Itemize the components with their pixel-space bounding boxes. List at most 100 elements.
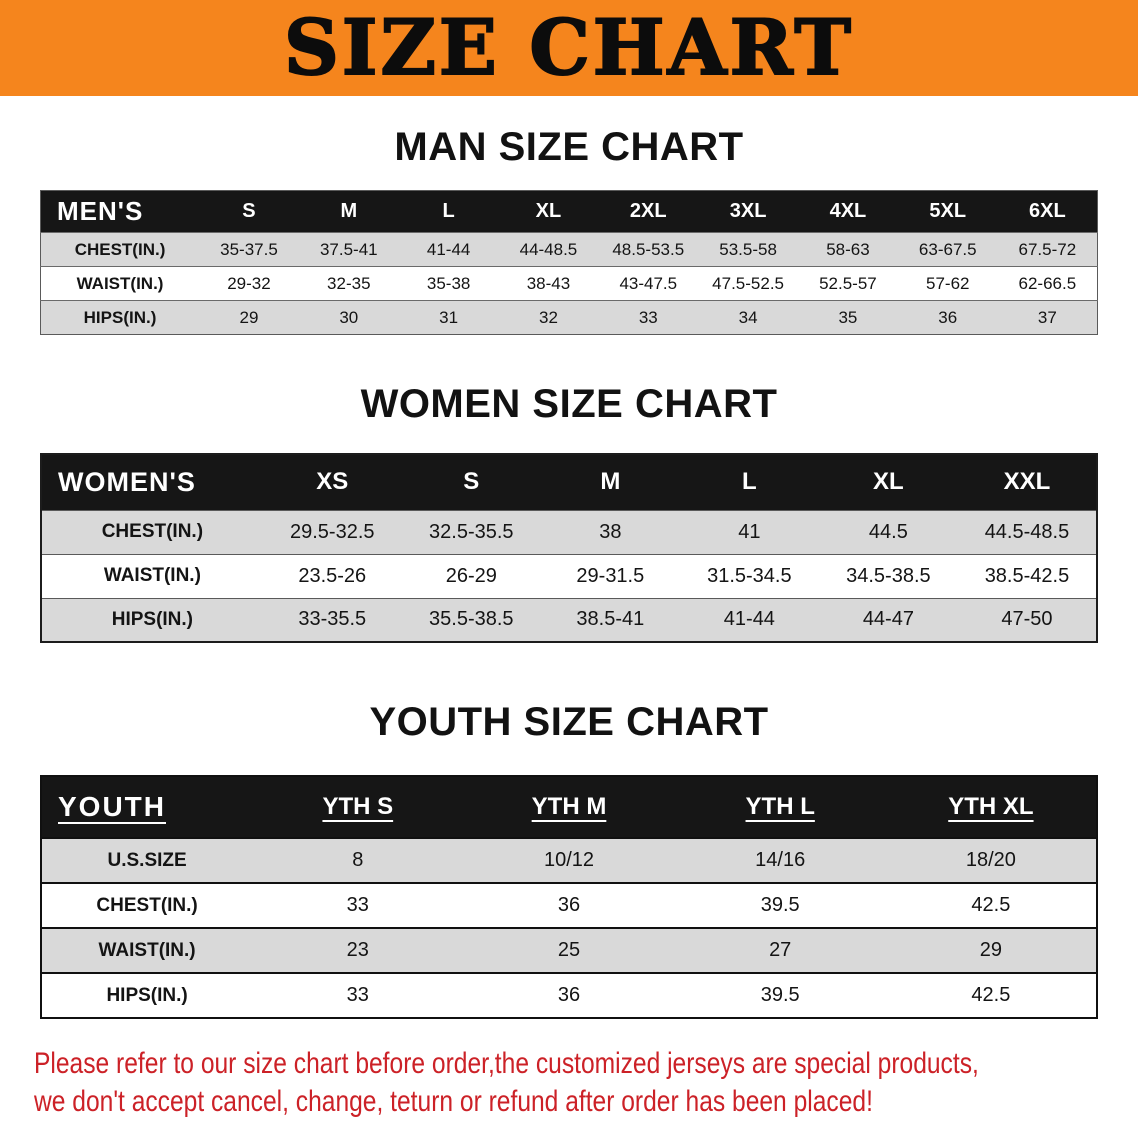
size-cell: 33 [346,984,369,1006]
size-cell: 27 [769,939,792,961]
header-row: WOMEN'S XS S M L XL XXL [41,454,1097,510]
size-cell: 8 [352,849,364,871]
size-cell: 36 [938,307,958,327]
size-cell: 36 [557,894,581,916]
youth-table-body: U.S.SIZE 8 10/12 14/16 18/20 CHEST(IN.) 33 36 39… [41,838,1097,1018]
size-cell: 38 [599,520,622,543]
size-cell: 42.5 [971,894,1011,916]
size-cell: 38.5-42.5 [984,564,1070,587]
table-row: WAIST(IN.) 29-32 32-35 35-38 38-43 43-47.5 47.… [40,266,1098,301]
table-row: HIPS(IN.) 29 30 31 32 33 34 35 36 37 [40,300,1098,335]
size-cell: 33 [346,894,369,916]
row-label: WAIST(IN.) [98,939,196,961]
youth-size-section: YOUTH SIZE CHART YOUTH YTH S YTH M YTH L YTH… [0,699,1138,1019]
table-row: U.S.SIZE 8 10/12 14/16 18/20 [41,838,1097,883]
column-header: S [242,200,256,222]
column-header: YTH M [531,793,607,820]
man-size-title: MAN SIZE CHART [394,125,744,169]
size-cell: 32 [538,307,558,327]
row-label: CHEST(IN.) [96,894,198,916]
size-cell: 36 [557,984,581,1006]
row-label: HIPS(IN.) [111,608,194,630]
table-row: HIPS(IN.) 33-35.5 35.5-38.5 38.5-41 41-44 44-… [41,598,1097,642]
size-cell: 18/20 [965,849,1016,871]
size-cell: 41 [738,520,761,543]
size-cell: 38-43 [526,273,571,293]
women-size-table: WOMEN'S XS S M L XL XXL CHEST(IN.) 29.5-32.5 32.… [40,453,1098,643]
notice-line-1: Please refer to our size chart before or… [34,1047,979,1080]
size-cell: 33-35.5 [298,608,367,631]
footer-notice: Please refer to our size chart before or… [34,1045,1125,1121]
size-cell: 48.5-53.5 [612,239,685,259]
column-header: 3XL [729,200,767,222]
column-header: S [463,468,480,496]
size-cell: 32-35 [327,273,371,293]
size-cell: 67.5-72 [1018,239,1077,259]
size-cell: 44.5-48.5 [984,520,1070,543]
row-label: CHEST(IN.) [101,521,204,542]
size-cell: 38.5-41 [576,608,645,631]
table-row: CHEST(IN.) 35-37.5 37.5-41 41-44 44-48.5 48.5… [40,232,1098,267]
row-label: HIPS(IN.) [83,307,157,327]
column-header: YTH S [322,793,394,820]
column-header: 5XL [929,200,967,222]
women-table-body: CHEST(IN.) 29.5-32.5 32.5-35.5 38 41 44.5 44.5… [41,510,1097,642]
column-header: M [340,200,358,222]
table-corner-label: WOMEN'S [58,466,196,497]
banner-title: SIZE CHART [283,3,854,92]
table-row: HIPS(IN.) 33 36 39.5 42.5 [41,973,1097,1018]
row-label: CHEST(IN.) [74,239,166,259]
youth-size-table: YOUTH YTH S YTH M YTH L YTH XL U.S.SIZE 8 10/1… [40,775,1098,1019]
women-table-head: WOMEN'S XS S M L XL XXL [41,454,1097,510]
size-cell: 47-50 [1001,608,1053,631]
table-row: CHEST(IN.) 33 36 39.5 42.5 [41,883,1097,928]
banner: SIZE CHART [0,0,1138,96]
column-header: XL [873,468,904,496]
size-cell: 26-29 [445,564,497,587]
column-header: M [600,468,621,496]
size-cell: 47.5-52.5 [712,273,785,293]
size-cell: 37 [1037,307,1057,327]
size-cell: 33 [638,307,658,327]
row-label: WAIST(IN.) [76,273,164,293]
size-cell: 43-47.5 [619,273,678,293]
size-cell: 31 [439,307,459,327]
column-header: L [742,468,757,496]
size-cell: 23 [346,939,369,961]
size-cell: 34.5-38.5 [846,564,931,587]
size-cell: 31.5-34.5 [707,564,792,587]
row-label: U.S.SIZE [107,849,187,871]
size-cell: 53.5-58 [719,239,777,259]
size-cell: 30 [339,307,359,327]
women-size-section: WOMEN SIZE CHART WOMEN'S XS S M L XL XXL CHEST… [0,381,1138,643]
size-cell: 57-62 [926,273,970,293]
size-cell: 41-44 [723,608,775,631]
size-cell: 32.5-35.5 [429,520,514,543]
header-row: MEN'S S M L XL 2XL 3XL 4XL 5XL 6XL [40,190,1098,233]
notice-line-2: we don't accept cancel, change, teturn o… [34,1085,873,1118]
size-cell: 35-38 [426,273,471,293]
table-corner-label: MEN'S [57,196,144,226]
size-cell: 42.5 [971,984,1011,1006]
column-header: 6XL [1028,200,1066,222]
size-cell: 29-32 [227,273,271,293]
size-cell: 35 [838,307,858,327]
size-cell: 39.5 [760,984,800,1006]
size-cell: 62-66.5 [1018,273,1077,293]
man-table-body: CHEST(IN.) 35-37.5 37.5-41 41-44 44-48.5 48.5… [40,232,1098,335]
row-label: WAIST(IN.) [103,565,201,586]
size-cell: 37.5-41 [319,239,378,259]
size-cell: 44-48.5 [519,239,578,259]
size-cell: 34 [738,307,758,327]
table-row: WAIST(IN.) 23.5-26 26-29 29-31.5 31.5-34.5 34… [41,554,1097,598]
size-cell: 14/16 [755,849,806,871]
table-row: WAIST(IN.) 23 25 27 29 [41,928,1097,973]
size-cell: 10/12 [543,849,595,871]
size-cell: 52.5-57 [819,273,877,293]
size-cell: 39.5 [760,894,800,916]
size-cell: 25 [557,939,581,961]
table-corner-label: YOUTH [58,791,166,822]
row-label: HIPS(IN.) [106,984,188,1006]
column-header: L [442,200,455,222]
